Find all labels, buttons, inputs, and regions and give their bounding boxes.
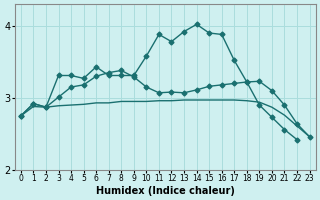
X-axis label: Humidex (Indice chaleur): Humidex (Indice chaleur)	[96, 186, 235, 196]
